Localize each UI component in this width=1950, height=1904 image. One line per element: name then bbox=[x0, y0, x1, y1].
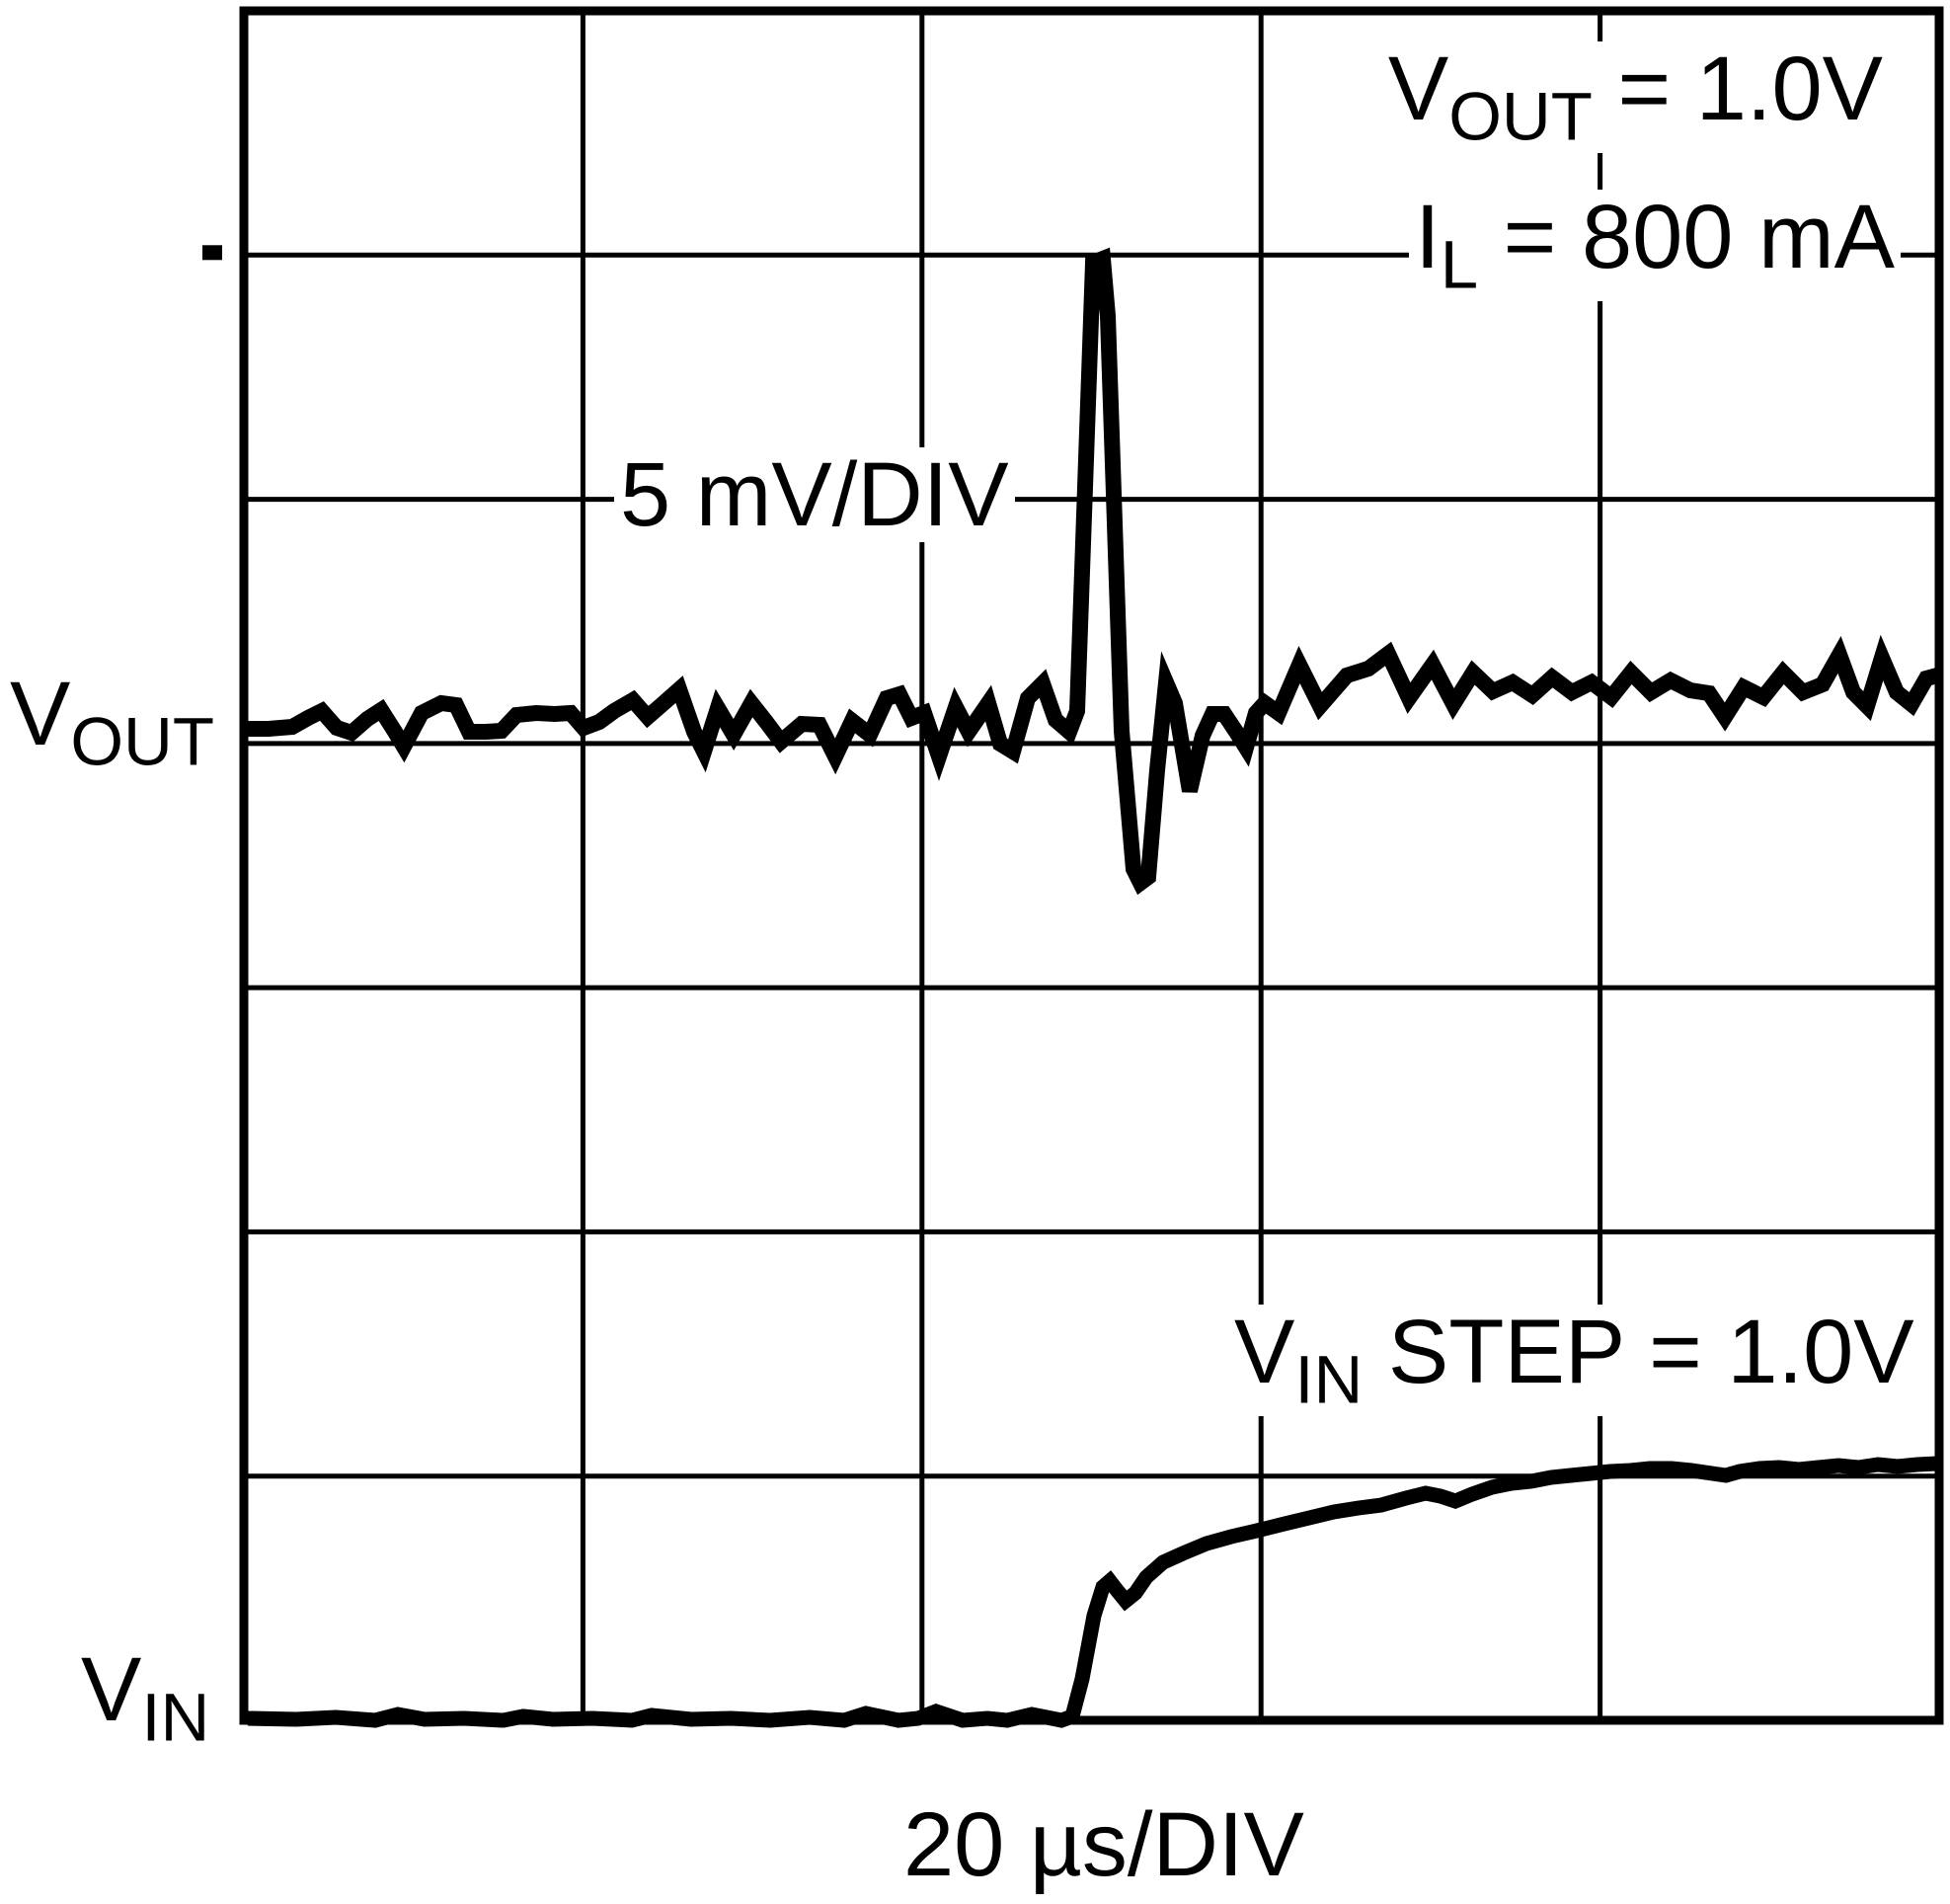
vout-subscript: OUT bbox=[1448, 78, 1593, 155]
annotation-load-current-condition: IL = 800 mA bbox=[1409, 190, 1901, 301]
il-value: = 800 mA bbox=[1478, 187, 1895, 287]
x-axis-label: 20 µs/DIV bbox=[903, 1794, 1304, 1895]
annotation-vertical-scale: 5 mV/DIV bbox=[614, 447, 1015, 542]
annotation-vout-condition: VOUT = 1.0V bbox=[1381, 39, 1889, 155]
annotation-vin-step: VIN STEP = 1.0V bbox=[1228, 1305, 1920, 1416]
vin-trace-label: VIN bbox=[75, 1642, 215, 1754]
plot-border bbox=[239, 6, 1944, 1725]
il-symbol: I bbox=[1415, 187, 1441, 287]
vout-symbol: V bbox=[1387, 39, 1449, 139]
left-edge-tick bbox=[202, 245, 222, 261]
vout-label-subscript: OUT bbox=[70, 703, 215, 780]
vin-trace bbox=[247, 1456, 1938, 1728]
vin-subscript: IN bbox=[1294, 1341, 1364, 1418]
vout-trace-label: VOUT bbox=[4, 667, 220, 778]
vin-label-subscript: IN bbox=[141, 1679, 210, 1756]
vin-step-value: STEP = 1.0V bbox=[1363, 1302, 1914, 1402]
vout-label-symbol: V bbox=[10, 664, 71, 764]
vin-label-symbol: V bbox=[81, 1639, 142, 1740]
il-subscript: L bbox=[1440, 226, 1479, 303]
vout-trace bbox=[248, 247, 1940, 896]
vin-symbol: V bbox=[1234, 1302, 1295, 1402]
vout-value: = 1.0V bbox=[1592, 39, 1883, 139]
